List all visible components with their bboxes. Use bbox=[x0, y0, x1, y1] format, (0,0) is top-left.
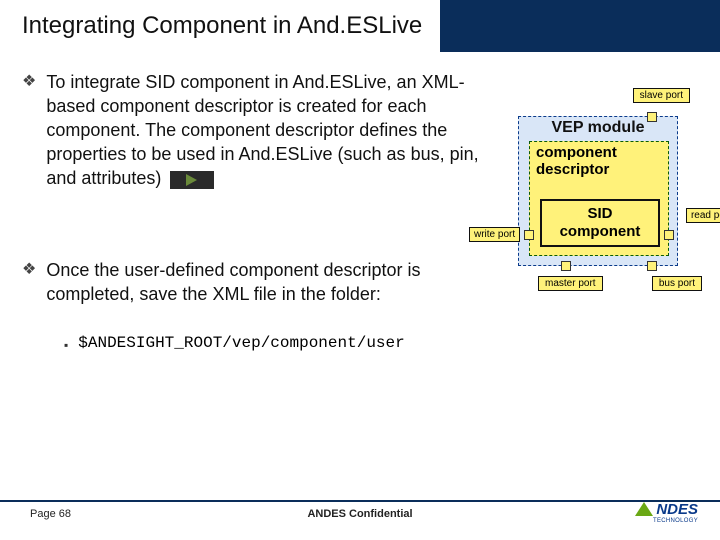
slide-title: Integrating Component in And.ESLive bbox=[22, 12, 422, 40]
master-port-dot bbox=[561, 261, 571, 271]
bus-port-label: bus port bbox=[652, 276, 702, 291]
read-port-label: read port bbox=[686, 208, 720, 223]
bullet-2-text: Once the user-defined component descript… bbox=[46, 258, 502, 306]
write-port-label: write port bbox=[469, 227, 520, 242]
media-play-icon[interactable] bbox=[170, 171, 214, 189]
sub-bullet-code: $ANDESIGHT_ROOT/vep/component/user bbox=[78, 334, 404, 356]
sub-bullet-1: ▪ $ANDESIGHT_ROOT/vep/component/user bbox=[64, 334, 502, 356]
logo-text: NDES bbox=[656, 501, 698, 518]
logo-subtitle: TECHNOLOGY bbox=[653, 518, 698, 524]
read-port-dot bbox=[664, 230, 674, 240]
bus-port-dot bbox=[647, 261, 657, 271]
andes-logo: NDES bbox=[635, 500, 698, 518]
vep-diagram: slave port VEP module component descript… bbox=[518, 88, 708, 308]
sid-component-box: SID component bbox=[540, 199, 660, 247]
footer: Page 68 ANDES Confidential NDES TECHNOLO… bbox=[0, 500, 720, 526]
bullet-1: ❖ To integrate SID component in And.ESLi… bbox=[22, 70, 502, 190]
confidential-label: ANDES Confidential bbox=[307, 508, 412, 520]
bullet-1-text: To integrate SID component in And.ESLive… bbox=[46, 72, 478, 188]
title-wrap: Integrating Component in And.ESLive bbox=[0, 0, 440, 52]
content-area: ❖ To integrate SID component in And.ESLi… bbox=[22, 70, 502, 356]
master-port-label: master port bbox=[538, 276, 603, 291]
write-port-dot bbox=[524, 230, 534, 240]
square-bullet-icon: ▪ bbox=[64, 334, 68, 356]
vep-module-title: VEP module bbox=[519, 119, 677, 137]
logo-triangle-icon bbox=[635, 500, 653, 518]
diamond-bullet-icon: ❖ bbox=[22, 258, 36, 306]
page-number: Page 68 bbox=[30, 508, 71, 520]
component-descriptor-title: component descriptor bbox=[530, 142, 668, 180]
diamond-bullet-icon: ❖ bbox=[22, 70, 36, 190]
component-descriptor-box: component descriptor SID component bbox=[529, 141, 669, 256]
bullet-2: ❖ Once the user-defined component descri… bbox=[22, 258, 502, 306]
slave-port-label: slave port bbox=[633, 88, 690, 103]
vep-module-box: VEP module component descriptor SID comp… bbox=[518, 116, 678, 266]
sid-line2: component bbox=[542, 223, 658, 241]
sid-line1: SID bbox=[542, 205, 658, 223]
